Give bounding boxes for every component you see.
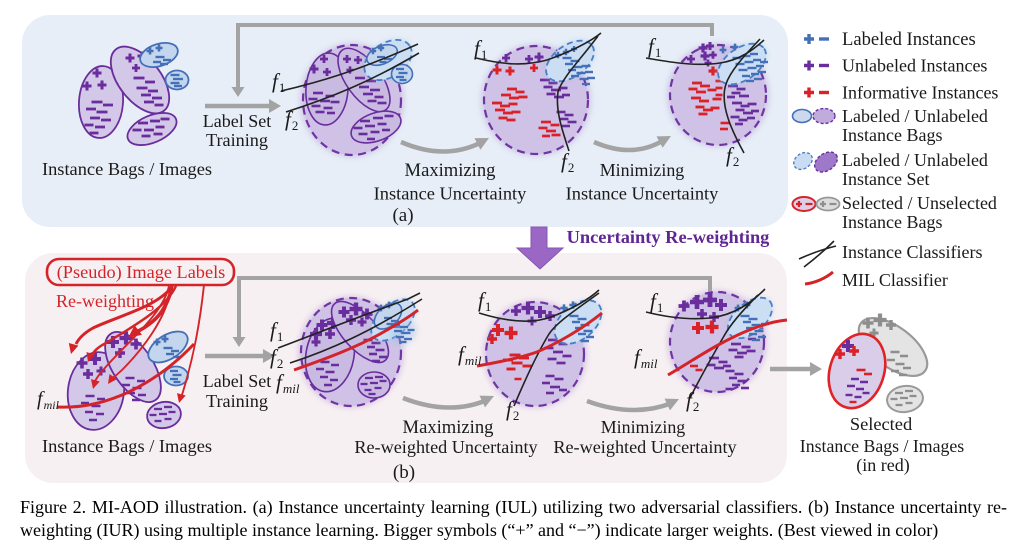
- svg-text:f: f: [648, 34, 657, 58]
- svg-text:Minimizing: Minimizing: [600, 160, 685, 180]
- svg-text:1: 1: [481, 47, 488, 62]
- svg-text:1: 1: [655, 45, 662, 60]
- svg-text:2: 2: [733, 154, 740, 169]
- svg-text:Instance Classifiers: Instance Classifiers: [842, 242, 982, 262]
- svg-text:Labeled / Unlabeled: Labeled / Unlabeled: [842, 150, 988, 170]
- svg-text:Maximizing: Maximizing: [403, 417, 494, 438]
- svg-text:Training: Training: [206, 391, 268, 411]
- svg-text:f: f: [726, 143, 735, 167]
- svg-text:f: f: [686, 388, 695, 412]
- svg-text:f: f: [478, 288, 487, 312]
- svg-text:Re-weighting: Re-weighting: [56, 291, 154, 311]
- svg-text:f: f: [276, 370, 285, 394]
- svg-text:mil: mil: [465, 353, 482, 368]
- svg-text:2: 2: [292, 118, 299, 133]
- svg-text:Selected: Selected: [850, 414, 912, 434]
- svg-text:Label Set: Label Set: [203, 371, 271, 391]
- svg-text:(in red): (in red): [856, 455, 909, 476]
- svg-text:f: f: [458, 342, 467, 366]
- svg-text:Uncertainty Re-weighting: Uncertainty Re-weighting: [567, 227, 771, 247]
- svg-text:1: 1: [279, 80, 286, 95]
- svg-text:f: f: [272, 69, 281, 93]
- svg-text:Instance Uncertainty: Instance Uncertainty: [566, 184, 719, 204]
- svg-text:2: 2: [693, 399, 700, 414]
- svg-text:Instance Bags: Instance Bags: [842, 212, 942, 232]
- svg-text:(a): (a): [392, 205, 413, 226]
- svg-text:(Pseudo) Image Labels: (Pseudo) Image Labels: [57, 262, 226, 283]
- svg-text:mil: mil: [641, 356, 658, 371]
- svg-text:f: f: [270, 318, 279, 342]
- svg-text:Maximizing: Maximizing: [405, 160, 496, 181]
- svg-text:Labeled Instances: Labeled Instances: [842, 29, 976, 50]
- svg-text:f: f: [634, 345, 643, 369]
- svg-text:Selected / Unselected: Selected / Unselected: [842, 193, 997, 213]
- svg-text:Labeled / Unlabeled: Labeled / Unlabeled: [842, 106, 988, 126]
- svg-text:Re-weighted Uncertainty: Re-weighted Uncertainty: [553, 437, 737, 457]
- svg-text:2: 2: [568, 160, 575, 175]
- svg-text:Instance Bags / Images: Instance Bags / Images: [42, 436, 212, 456]
- svg-text:1: 1: [277, 329, 284, 344]
- svg-text:Unlabeled Instances: Unlabeled Instances: [842, 56, 987, 76]
- svg-text:2: 2: [277, 356, 284, 371]
- svg-text:(b): (b): [393, 462, 415, 483]
- svg-text:Instance Bags / Images: Instance Bags / Images: [42, 159, 212, 179]
- svg-text:1: 1: [485, 299, 492, 314]
- svg-text:Instance Set: Instance Set: [842, 169, 929, 189]
- svg-text:Training: Training: [206, 130, 268, 150]
- svg-text:1: 1: [657, 300, 664, 315]
- svg-text:f: f: [285, 107, 294, 131]
- svg-text:f: f: [270, 345, 279, 369]
- svg-text:Informative Instances: Informative Instances: [842, 83, 998, 103]
- svg-text:f: f: [474, 36, 483, 60]
- svg-text:2: 2: [513, 408, 520, 423]
- svg-text:f: f: [37, 388, 45, 410]
- svg-text:f: f: [650, 289, 659, 313]
- svg-text:Re-weighted Uncertainty: Re-weighted Uncertainty: [354, 437, 538, 457]
- svg-text:Label Set: Label Set: [203, 111, 271, 131]
- svg-text:Instance Bags / Images: Instance Bags / Images: [800, 436, 965, 456]
- svg-text:MIL Classifier: MIL Classifier: [842, 270, 948, 290]
- svg-text:Instance Bags: Instance Bags: [842, 125, 942, 145]
- svg-text:f: f: [561, 149, 570, 173]
- svg-text:mil: mil: [283, 381, 300, 396]
- svg-text:mil: mil: [44, 398, 60, 412]
- svg-text:Instance Uncertainty: Instance Uncertainty: [374, 184, 527, 204]
- svg-text:Minimizing: Minimizing: [601, 417, 686, 437]
- svg-text:f: f: [506, 397, 515, 421]
